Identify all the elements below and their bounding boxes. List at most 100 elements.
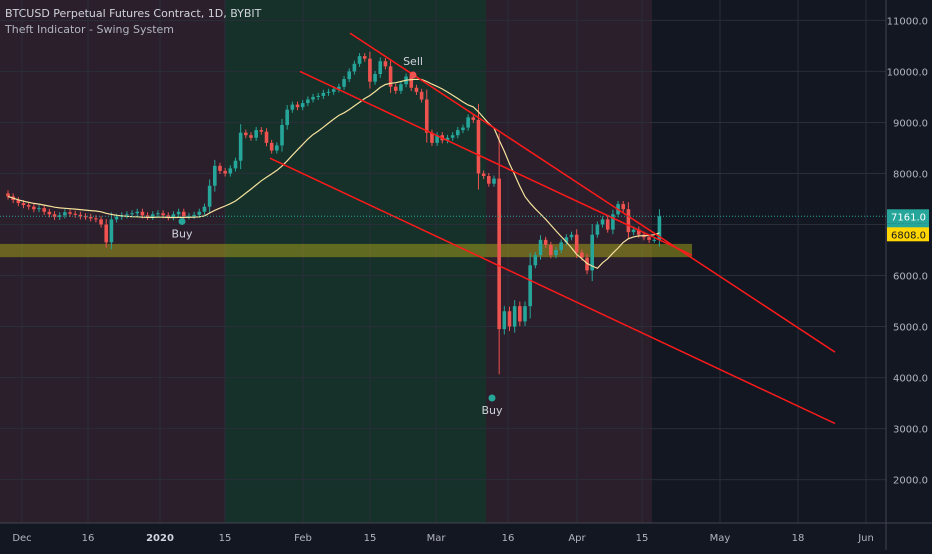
candle-body[interactable] [26,205,31,207]
candle-body[interactable] [430,132,434,143]
sell-signal-marker[interactable] [409,71,417,79]
buy-signal-marker[interactable] [488,394,496,402]
candle-body[interactable] [445,137,450,141]
trend-line-lower[interactable] [269,157,836,425]
buy-signal-marker[interactable] [178,217,186,225]
candle-body[interactable] [213,165,217,186]
candle-body[interactable] [326,91,331,93]
candle-body[interactable] [32,206,36,210]
candle-body[interactable] [197,211,202,215]
candle-body[interactable] [21,203,26,206]
candle-body[interactable] [461,127,465,131]
candle-body[interactable] [99,219,103,225]
candle-body[interactable] [652,239,657,241]
candle-body[interactable] [399,84,403,91]
candle-body[interactable] [78,214,83,217]
trend-line-middle[interactable] [299,70,693,256]
candle-body[interactable] [388,66,393,87]
support-zone[interactable] [0,243,692,258]
candle-body[interactable] [83,216,88,218]
indicator-name[interactable]: Theft Indicator - Swing System [5,23,175,36]
candle-body[interactable] [414,87,419,92]
candle-body[interactable] [507,311,512,327]
candle-body[interactable] [42,208,46,212]
candle-body[interactable] [574,234,579,253]
candle-body[interactable] [492,178,496,184]
candle-body[interactable] [233,160,238,169]
candle-body[interactable] [497,178,501,330]
candle-body[interactable] [347,71,352,80]
candle-body[interactable] [595,224,600,235]
candle-body[interactable] [559,242,563,251]
candle-body[interactable] [352,63,357,72]
candle-body[interactable] [275,145,279,151]
candle-body[interactable] [125,214,129,216]
candle-body[interactable] [357,56,362,64]
candle-body[interactable] [52,214,57,217]
candle-body[interactable] [362,56,367,59]
candle-body[interactable] [6,193,10,197]
candle-body[interactable] [580,252,584,258]
candle-body[interactable] [259,130,264,132]
candle-body[interactable] [337,86,341,90]
candle-body[interactable] [471,117,476,120]
candle-body[interactable] [450,135,455,138]
candle-body[interactable] [383,61,388,67]
x-axis-panel[interactable] [0,523,932,550]
candle-body[interactable] [621,204,626,210]
candle-body[interactable] [290,104,295,110]
candle-body[interactable] [300,103,305,108]
candle-body[interactable] [68,212,72,214]
y-axis-panel[interactable] [886,0,932,550]
candle-body[interactable] [311,96,315,100]
candle-body[interactable] [187,215,191,217]
candle-body[interactable] [228,168,233,174]
candle-body[interactable] [605,219,610,230]
candle-body[interactable] [331,89,336,92]
candle-body[interactable] [207,185,212,207]
candle-body[interactable] [419,91,424,100]
candle-body[interactable] [249,135,253,138]
candle-body[interactable] [378,61,383,74]
candle-body[interactable] [409,76,414,88]
candle-body[interactable] [636,229,641,235]
candle-body[interactable] [130,213,134,215]
candle-body[interactable] [114,216,119,220]
candle-body[interactable] [647,237,651,240]
candle-body[interactable] [176,211,181,215]
candle-body[interactable] [57,215,62,217]
candle-body[interactable] [549,244,553,256]
candle-body[interactable] [600,219,605,225]
trend-line-upper[interactable] [349,32,836,353]
candle-body[interactable] [238,132,243,161]
candle-body[interactable] [47,211,52,215]
candle-body[interactable] [590,234,595,271]
candle-body[interactable] [487,176,491,184]
candle-body[interactable] [192,214,196,216]
candle-body[interactable] [202,206,207,212]
candle-body[interactable] [94,218,98,220]
candle-body[interactable] [104,224,109,243]
candle-body[interactable] [269,142,274,151]
candle-body[interactable] [564,237,569,243]
candle-body[interactable] [481,173,486,177]
candle-body[interactable] [264,131,269,143]
candle-body[interactable] [171,214,176,218]
candle-body[interactable] [533,255,538,266]
candle-body[interactable] [342,79,346,87]
candle-body[interactable] [657,216,662,240]
candle-body[interactable] [306,99,310,104]
candle-body[interactable] [140,211,145,216]
candle-body[interactable] [295,104,300,108]
candle-body[interactable] [502,311,507,330]
candle-body[interactable] [435,135,439,143]
candle-body[interactable] [150,214,155,217]
candle-body[interactable] [373,73,377,82]
candle-body[interactable] [161,213,165,216]
candle-body[interactable] [16,200,21,204]
candle-body[interactable] [466,117,470,128]
candle-body[interactable] [285,109,289,126]
candle-body[interactable] [88,216,93,219]
